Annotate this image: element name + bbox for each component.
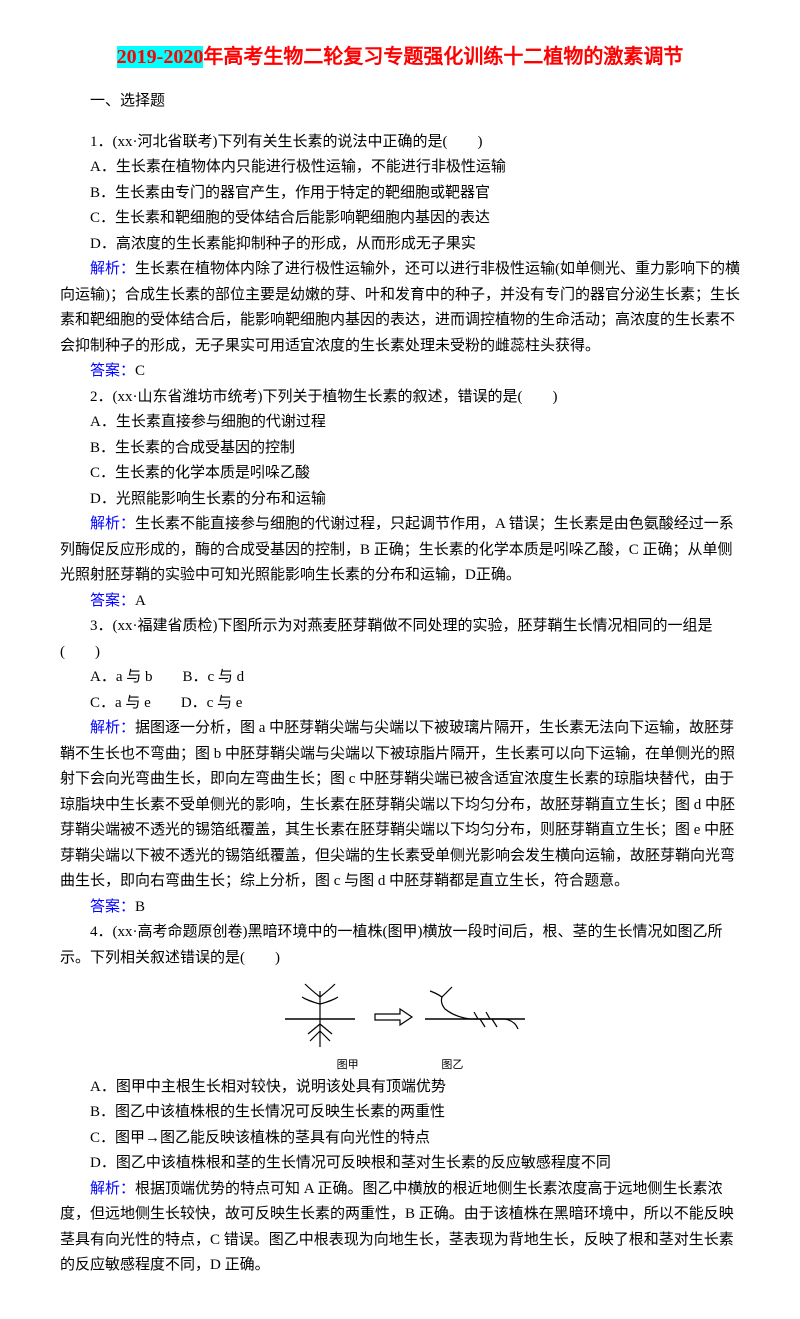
section-header: 一、选择题 xyxy=(60,89,740,115)
title-highlight: 2019-2020 xyxy=(117,46,204,68)
analysis-label: 解析： xyxy=(90,516,135,532)
q1-option-c: C．生长素和靶细胞的受体结合后能影响靶细胞内基因的表达 xyxy=(60,206,740,232)
q2-option-b: B．生长素的合成受基因的控制 xyxy=(60,436,740,462)
q2-analysis: 解析：生长素不能直接参与细胞的代谢过程，只起调节作用，A 错误；生长素是由色氨酸… xyxy=(60,512,740,589)
q4-analysis: 解析：根据顶端优势的特点可知 A 正确。图乙中横放的根近地侧生长素浓度高于远地侧… xyxy=(60,1177,740,1279)
q2-option-a: A．生长素直接参与细胞的代谢过程 xyxy=(60,410,740,436)
q3-stem: 3．(xx·福建省质检)下图所示为对燕麦胚芽鞘做不同处理的实验，胚芽鞘生长情况相… xyxy=(60,614,740,665)
q2-option-d: D．光照能影响生长素的分布和运输 xyxy=(60,487,740,513)
q2-analysis-text: 生长素不能直接参与细胞的代谢过程，只起调节作用，A 错误；生长素是由色氨酸经过一… xyxy=(60,516,734,583)
analysis-label: 解析： xyxy=(90,720,135,736)
q2-answer-value: A xyxy=(135,593,146,609)
analysis-label: 解析： xyxy=(90,261,135,277)
q1-stem: 1．(xx·河北省联考)下列有关生长素的说法中正确的是( ) xyxy=(60,130,740,156)
q4-figure xyxy=(60,979,740,1054)
page-title: 2019-2020年高考生物二轮复习专题强化训练十二植物的激素调节 xyxy=(60,40,740,74)
q1-option-d: D．高浓度的生长素能抑制种子的形成，从而形成无子果实 xyxy=(60,232,740,258)
q2-answer: 答案：A xyxy=(60,589,740,615)
q4-option-b: B．图乙中该植株根的生长情况可反映生长素的两重性 xyxy=(60,1100,740,1126)
plant-diagram-icon xyxy=(260,979,540,1054)
q3-answer: 答案：B xyxy=(60,895,740,921)
q3-option-ab: A．a 与 b B．c 与 d xyxy=(60,665,740,691)
q1-option-b: B．生长素由专门的器官产生，作用于特定的靶细胞或靶器官 xyxy=(60,181,740,207)
caption-right: 图乙 xyxy=(441,1056,463,1075)
q1-analysis: 解析：生长素在植物体内除了进行极性运输外，还可以进行非极性运输(如单侧光、重力影… xyxy=(60,257,740,359)
q4-option-c: C．图甲→图乙能反映该植株的茎具有向光性的特点 xyxy=(60,1126,740,1152)
q1-analysis-text: 生长素在植物体内除了进行极性运输外，还可以进行非极性运输(如单侧光、重力影响下的… xyxy=(60,261,740,354)
q3-answer-value: B xyxy=(135,899,145,915)
q4-option-a: A．图甲中主根生长相对较快，说明该处具有顶端优势 xyxy=(60,1075,740,1101)
q4-option-d: D．图乙中该植株根和茎的生长情况可反映根和茎对生长素的反应敏感程度不同 xyxy=(60,1151,740,1177)
answer-label: 答案： xyxy=(90,363,135,379)
q3-analysis: 解析：据图逐一分析，图 a 中胚芽鞘尖端与尖端以下被玻璃片隔开，生长素无法向下运… xyxy=(60,716,740,895)
q4-analysis-text: 根据顶端优势的特点可知 A 正确。图乙中横放的根近地侧生长素浓度高于远地侧生长素… xyxy=(60,1181,734,1274)
q1-answer: 答案：C xyxy=(60,359,740,385)
q3-analysis-text: 据图逐一分析，图 a 中胚芽鞘尖端与尖端以下被玻璃片隔开，生长素无法向下运输，故… xyxy=(60,720,735,889)
q3-option-cd: C．a 与 e D．c 与 e xyxy=(60,691,740,717)
title-rest: 年高考生物二轮复习专题强化训练十二植物的激素调节 xyxy=(203,46,683,68)
figure-captions: 图甲 图乙 xyxy=(60,1056,740,1075)
analysis-label: 解析： xyxy=(90,1181,135,1197)
q4-stem: 4．(xx·高考命题原创卷)黑暗环境中的一植株(图甲)横放一段时间后，根、茎的生… xyxy=(60,920,740,971)
q2-stem: 2．(xx·山东省潍坊市统考)下列关于植物生长素的叙述，错误的是( ) xyxy=(60,385,740,411)
q2-option-c: C．生长素的化学本质是吲哚乙酸 xyxy=(60,461,740,487)
caption-left: 图甲 xyxy=(337,1056,359,1075)
answer-label: 答案： xyxy=(90,593,135,609)
answer-label: 答案： xyxy=(90,899,135,915)
q1-answer-value: C xyxy=(135,363,145,379)
q1-option-a: A．生长素在植物体内只能进行极性运输，不能进行非极性运输 xyxy=(60,155,740,181)
